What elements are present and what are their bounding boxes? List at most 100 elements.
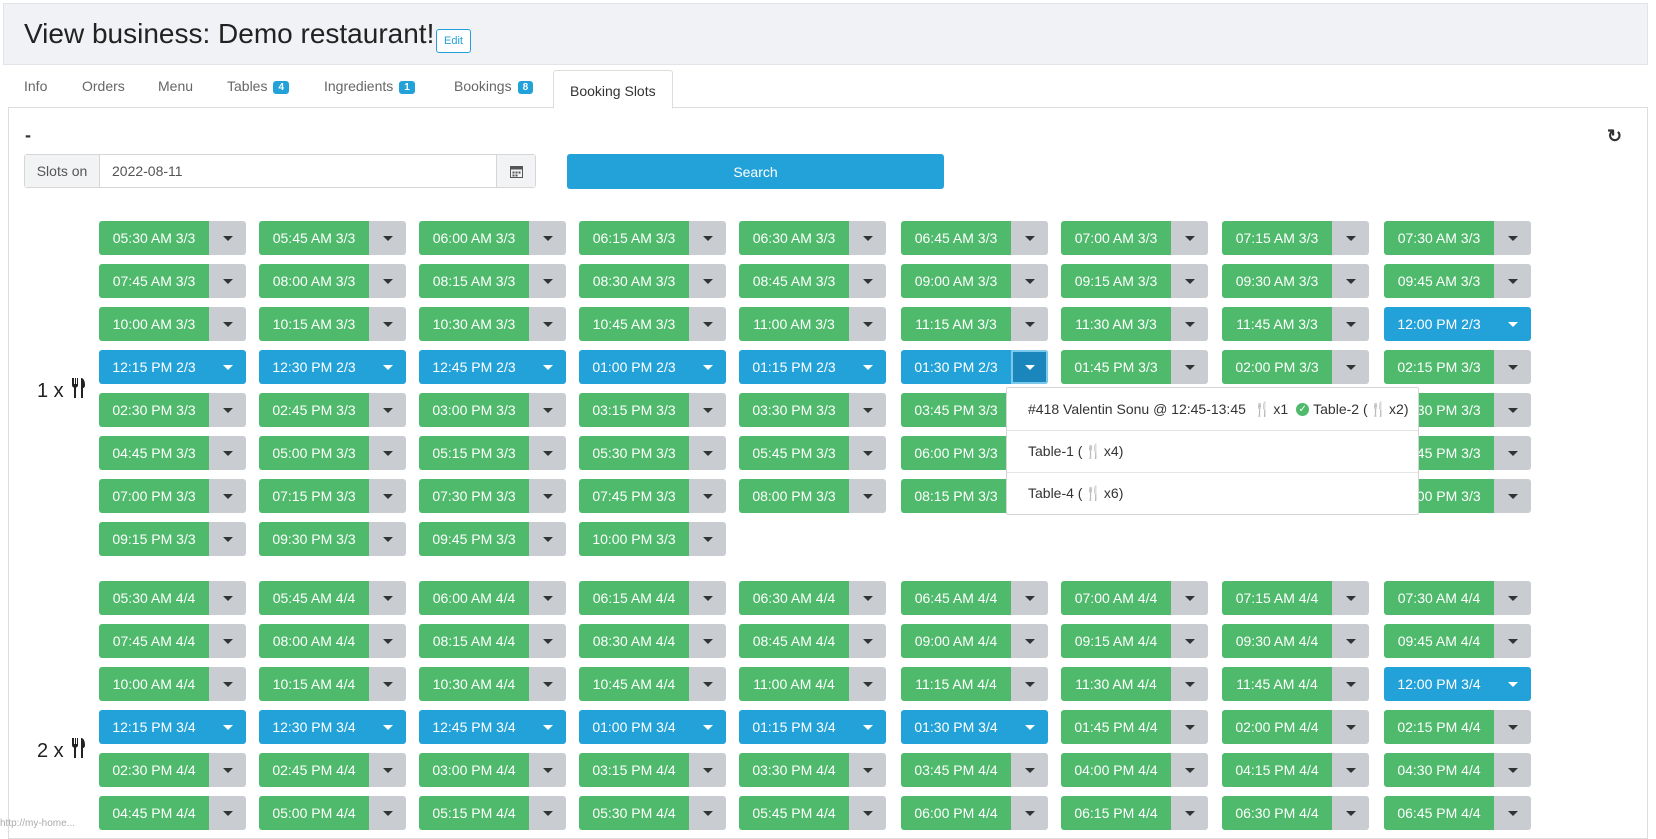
caret-down-icon[interactable] bbox=[849, 667, 886, 701]
time-slot[interactable]: 07:15 AM 3/3 bbox=[1222, 221, 1369, 255]
time-slot[interactable]: 03:15 PM 4/4 bbox=[579, 753, 726, 787]
caret-down-icon[interactable] bbox=[209, 710, 246, 744]
caret-down-icon[interactable] bbox=[1011, 307, 1048, 341]
time-slot[interactable]: 06:00 AM 4/4 bbox=[419, 581, 566, 615]
caret-down-icon[interactable] bbox=[369, 522, 406, 556]
caret-down-icon[interactable] bbox=[1171, 307, 1208, 341]
time-slot[interactable]: 11:30 AM 3/3 bbox=[1061, 307, 1208, 341]
time-slot[interactable]: 05:15 PM 3/3 bbox=[419, 436, 566, 470]
time-slot-button[interactable]: 01:30 PM 2/3 bbox=[901, 350, 1011, 384]
time-slot[interactable]: 01:30 PM 2/3 bbox=[901, 350, 1048, 384]
caret-down-icon[interactable] bbox=[1332, 753, 1369, 787]
time-slot-button[interactable]: 01:15 PM 2/3 bbox=[739, 350, 849, 384]
time-slot[interactable]: 11:15 AM 4/4 bbox=[901, 667, 1048, 701]
time-slot-button[interactable]: 01:00 PM 2/3 bbox=[579, 350, 689, 384]
caret-down-icon[interactable] bbox=[529, 753, 566, 787]
time-slot[interactable]: 03:45 PM 4/4 bbox=[901, 753, 1048, 787]
time-slot-button[interactable]: 07:45 AM 3/3 bbox=[99, 264, 209, 298]
tab-info[interactable]: Info bbox=[24, 78, 47, 94]
caret-down-icon[interactable] bbox=[689, 350, 726, 384]
time-slot-button[interactable]: 02:00 PM 4/4 bbox=[1222, 710, 1332, 744]
caret-down-icon[interactable] bbox=[529, 221, 566, 255]
time-slot[interactable]: 02:15 PM 4/4 bbox=[1384, 710, 1531, 744]
time-slot-button[interactable]: 07:00 PM 3/3 bbox=[99, 479, 209, 513]
caret-down-icon[interactable] bbox=[1332, 264, 1369, 298]
time-slot[interactable]: 05:45 PM 4/4 bbox=[739, 796, 886, 830]
time-slot-button[interactable]: 05:15 PM 3/3 bbox=[419, 436, 529, 470]
caret-down-icon[interactable] bbox=[1332, 796, 1369, 830]
time-slot-button[interactable]: 04:45 PM 3/3 bbox=[99, 436, 209, 470]
time-slot[interactable]: 07:45 AM 3/3 bbox=[99, 264, 246, 298]
caret-down-icon[interactable] bbox=[1494, 264, 1531, 298]
time-slot[interactable]: 05:30 AM 3/3 bbox=[99, 221, 246, 255]
time-slot-button[interactable]: 11:45 AM 3/3 bbox=[1222, 307, 1332, 341]
caret-down-icon[interactable] bbox=[1494, 350, 1531, 384]
time-slot-button[interactable]: 10:15 AM 4/4 bbox=[259, 667, 369, 701]
time-slot-button[interactable]: 05:30 AM 4/4 bbox=[99, 581, 209, 615]
time-slot-button[interactable]: 08:45 AM 3/3 bbox=[739, 264, 849, 298]
time-slot-button[interactable]: 12:45 PM 3/4 bbox=[419, 710, 529, 744]
caret-down-icon[interactable] bbox=[849, 753, 886, 787]
caret-down-icon[interactable] bbox=[209, 264, 246, 298]
time-slot[interactable]: 09:00 AM 4/4 bbox=[901, 624, 1048, 658]
caret-down-icon[interactable] bbox=[1494, 581, 1531, 615]
time-slot-button[interactable]: 08:30 AM 4/4 bbox=[579, 624, 689, 658]
time-slot-button[interactable]: 12:15 PM 3/4 bbox=[99, 710, 209, 744]
caret-down-icon[interactable] bbox=[529, 479, 566, 513]
caret-down-icon[interactable] bbox=[849, 436, 886, 470]
caret-down-icon[interactable] bbox=[369, 624, 406, 658]
time-slot-button[interactable]: 09:45 AM 4/4 bbox=[1384, 624, 1494, 658]
edit-button[interactable]: Edit bbox=[436, 29, 471, 53]
time-slot-button[interactable]: 04:30 PM 4/4 bbox=[1384, 753, 1494, 787]
time-slot[interactable]: 07:30 AM 3/3 bbox=[1384, 221, 1531, 255]
time-slot-button[interactable]: 10:00 AM 4/4 bbox=[99, 667, 209, 701]
caret-down-icon[interactable] bbox=[1171, 796, 1208, 830]
time-slot[interactable]: 02:00 PM 4/4 bbox=[1222, 710, 1369, 744]
time-slot-button[interactable]: 07:45 AM 4/4 bbox=[99, 624, 209, 658]
time-slot[interactable]: 06:30 PM 4/4 bbox=[1222, 796, 1369, 830]
caret-down-icon[interactable] bbox=[529, 522, 566, 556]
time-slot[interactable]: 06:45 PM 4/4 bbox=[1384, 796, 1531, 830]
caret-down-icon[interactable] bbox=[1332, 221, 1369, 255]
time-slot-button[interactable]: 01:15 PM 3/4 bbox=[739, 710, 849, 744]
time-slot[interactable]: 01:00 PM 2/3 bbox=[579, 350, 726, 384]
time-slot[interactable]: 07:30 PM 3/3 bbox=[419, 479, 566, 513]
caret-down-icon[interactable] bbox=[529, 624, 566, 658]
time-slot[interactable]: 05:00 PM 4/4 bbox=[259, 796, 406, 830]
caret-down-icon[interactable] bbox=[849, 393, 886, 427]
time-slot[interactable]: 05:45 PM 3/3 bbox=[739, 436, 886, 470]
time-slot[interactable]: 06:15 PM 4/4 bbox=[1061, 796, 1208, 830]
caret-down-icon[interactable] bbox=[689, 221, 726, 255]
time-slot-button[interactable]: 05:45 AM 4/4 bbox=[259, 581, 369, 615]
time-slot-button[interactable]: 01:00 PM 3/4 bbox=[579, 710, 689, 744]
table-item[interactable]: Table-1 ( 🍴 x4) bbox=[1007, 430, 1418, 473]
time-slot[interactable]: 07:00 AM 3/3 bbox=[1061, 221, 1208, 255]
time-slot-button[interactable]: 08:45 AM 4/4 bbox=[739, 624, 849, 658]
booking-item[interactable]: #418 Valentin Sonu @ 12:45-13:45 🍴 x1 ✓ … bbox=[1007, 388, 1418, 431]
caret-down-icon[interactable] bbox=[1494, 624, 1531, 658]
time-slot-button[interactable]: 05:45 PM 3/3 bbox=[739, 436, 849, 470]
time-slot[interactable]: 09:15 PM 3/3 bbox=[99, 522, 246, 556]
caret-down-icon[interactable] bbox=[1494, 221, 1531, 255]
time-slot-button[interactable]: 06:00 AM 4/4 bbox=[419, 581, 529, 615]
time-slot-button[interactable]: 08:00 AM 3/3 bbox=[259, 264, 369, 298]
time-slot[interactable]: 12:15 PM 2/3 bbox=[99, 350, 246, 384]
calendar-icon[interactable] bbox=[496, 155, 535, 187]
time-slot-button[interactable]: 03:45 PM 3/3 bbox=[901, 393, 1011, 427]
caret-down-icon[interactable] bbox=[529, 667, 566, 701]
time-slot-button[interactable]: 11:30 AM 3/3 bbox=[1061, 307, 1171, 341]
time-slot-button[interactable]: 05:30 PM 3/3 bbox=[579, 436, 689, 470]
time-slot-button[interactable]: 06:30 AM 4/4 bbox=[739, 581, 849, 615]
caret-down-icon[interactable] bbox=[1332, 581, 1369, 615]
time-slot-button[interactable]: 06:30 AM 3/3 bbox=[739, 221, 849, 255]
time-slot-button[interactable]: 10:45 AM 3/3 bbox=[579, 307, 689, 341]
time-slot[interactable]: 02:15 PM 3/3 bbox=[1384, 350, 1531, 384]
caret-down-icon[interactable] bbox=[209, 624, 246, 658]
time-slot-button[interactable]: 09:00 AM 3/3 bbox=[901, 264, 1011, 298]
time-slot[interactable]: 07:15 PM 3/3 bbox=[259, 479, 406, 513]
tab-menu[interactable]: Menu bbox=[158, 78, 193, 94]
caret-down-icon[interactable] bbox=[689, 710, 726, 744]
caret-down-icon[interactable] bbox=[1494, 436, 1531, 470]
time-slot[interactable]: 02:45 PM 3/3 bbox=[259, 393, 406, 427]
caret-down-icon[interactable] bbox=[1171, 581, 1208, 615]
